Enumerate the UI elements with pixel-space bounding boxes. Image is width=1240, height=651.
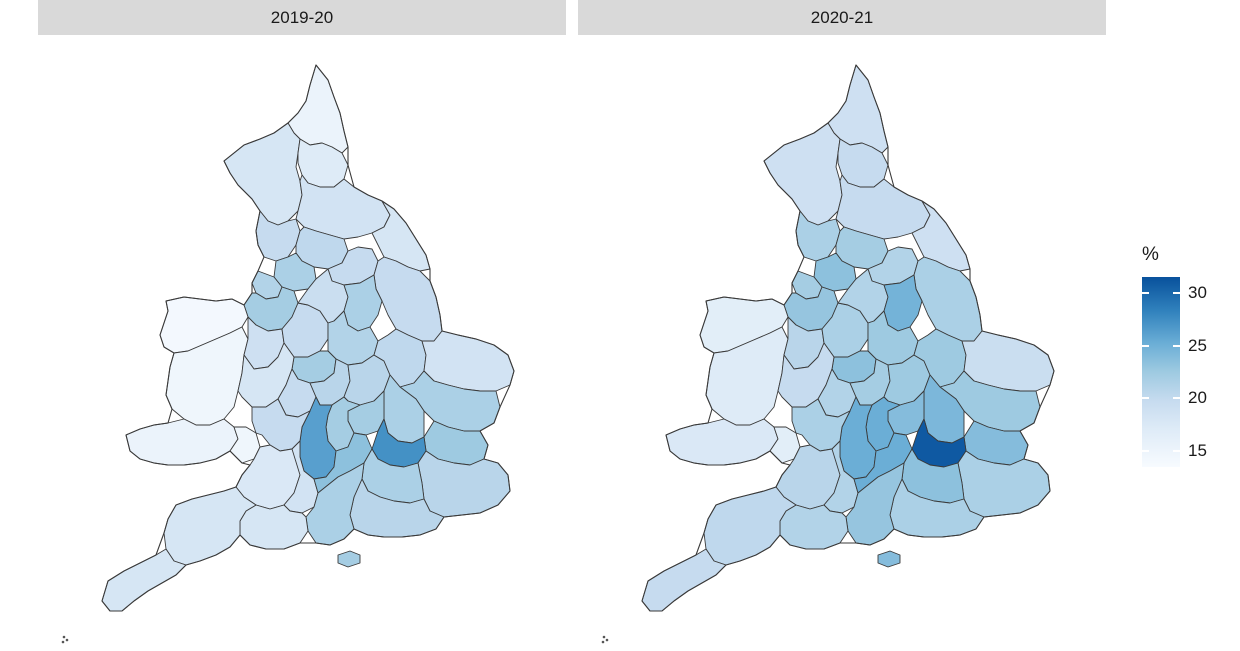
region-south-wales bbox=[665, 418, 779, 466]
region-isle-of-wight bbox=[337, 550, 361, 568]
island-dot bbox=[601, 640, 605, 644]
choropleth-map-2020-21 bbox=[601, 64, 1055, 644]
facet-label: 2019-20 bbox=[270, 7, 334, 27]
legend-title: % bbox=[1142, 244, 1159, 265]
legend-label-30: 30 bbox=[1188, 282, 1207, 302]
island-dot bbox=[605, 638, 609, 642]
region-south-wales bbox=[125, 418, 239, 466]
region-nottinghamshire bbox=[343, 274, 383, 332]
legend-label-20: 20 bbox=[1188, 388, 1207, 408]
legend-colorbar bbox=[1142, 277, 1180, 467]
color-legend: % 15 20 25 30 bbox=[1138, 240, 1238, 480]
legend-label-15: 15 bbox=[1188, 441, 1207, 461]
facet-strip-2020-21: 2020-21 bbox=[578, 0, 1106, 35]
coastline-outline bbox=[641, 64, 1055, 612]
region-lincolnshire bbox=[373, 256, 443, 342]
island-dot bbox=[65, 638, 69, 642]
island-dot bbox=[602, 635, 606, 639]
region-nottinghamshire bbox=[883, 274, 923, 332]
coastline-outline bbox=[101, 64, 515, 612]
island-dot bbox=[62, 635, 66, 639]
facet-strip-2019-20: 2019-20 bbox=[38, 0, 566, 35]
facet-label: 2020-21 bbox=[810, 7, 874, 27]
legend-label-25: 25 bbox=[1188, 335, 1207, 355]
island-dot bbox=[61, 640, 65, 644]
region-lincolnshire bbox=[913, 256, 983, 342]
region-isle-of-wight bbox=[877, 550, 901, 568]
choropleth-map-2019-20 bbox=[61, 64, 515, 644]
